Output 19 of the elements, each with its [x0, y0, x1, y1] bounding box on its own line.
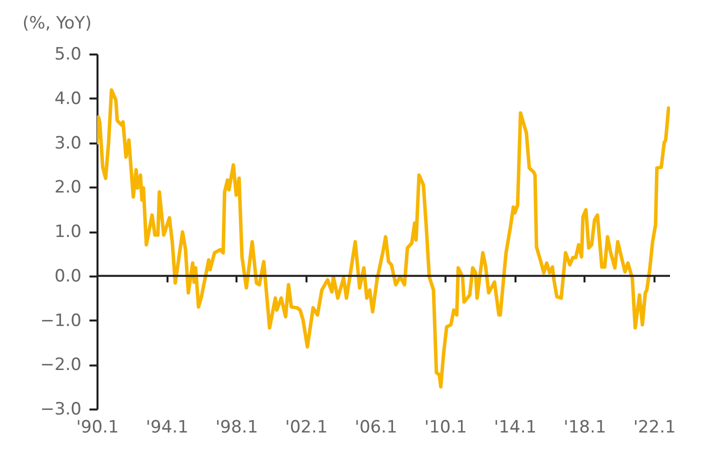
y-tick-label: 5.0 [54, 44, 82, 64]
y-tick-label: −2.0 [40, 355, 82, 376]
y-axis-title: (%, YoY) [22, 14, 92, 34]
y-tick-label: 1.0 [54, 222, 82, 242]
y-tick-label: 4.0 [54, 88, 82, 109]
x-tick-label: '90.1 [76, 418, 119, 438]
y-tick-label: −3.0 [40, 400, 82, 420]
x-tick-label: '02.1 [285, 418, 328, 438]
x-tick-label: '98.1 [216, 418, 258, 438]
y-tick-label: 0.0 [54, 266, 82, 286]
x-tick-label: '22.1 [633, 418, 676, 438]
y-tick-label: −1.0 [40, 310, 82, 331]
y-tick-label: 3.0 [54, 133, 82, 154]
x-tick-label: '94.1 [146, 418, 188, 438]
x-tick-label: '14.1 [494, 418, 537, 438]
y-tick-label: 2.0 [54, 178, 82, 198]
x-tick-label: '06.1 [354, 418, 398, 438]
x-tick-label: '10.1 [424, 418, 467, 438]
x-tick-label: '18.1 [564, 418, 606, 438]
